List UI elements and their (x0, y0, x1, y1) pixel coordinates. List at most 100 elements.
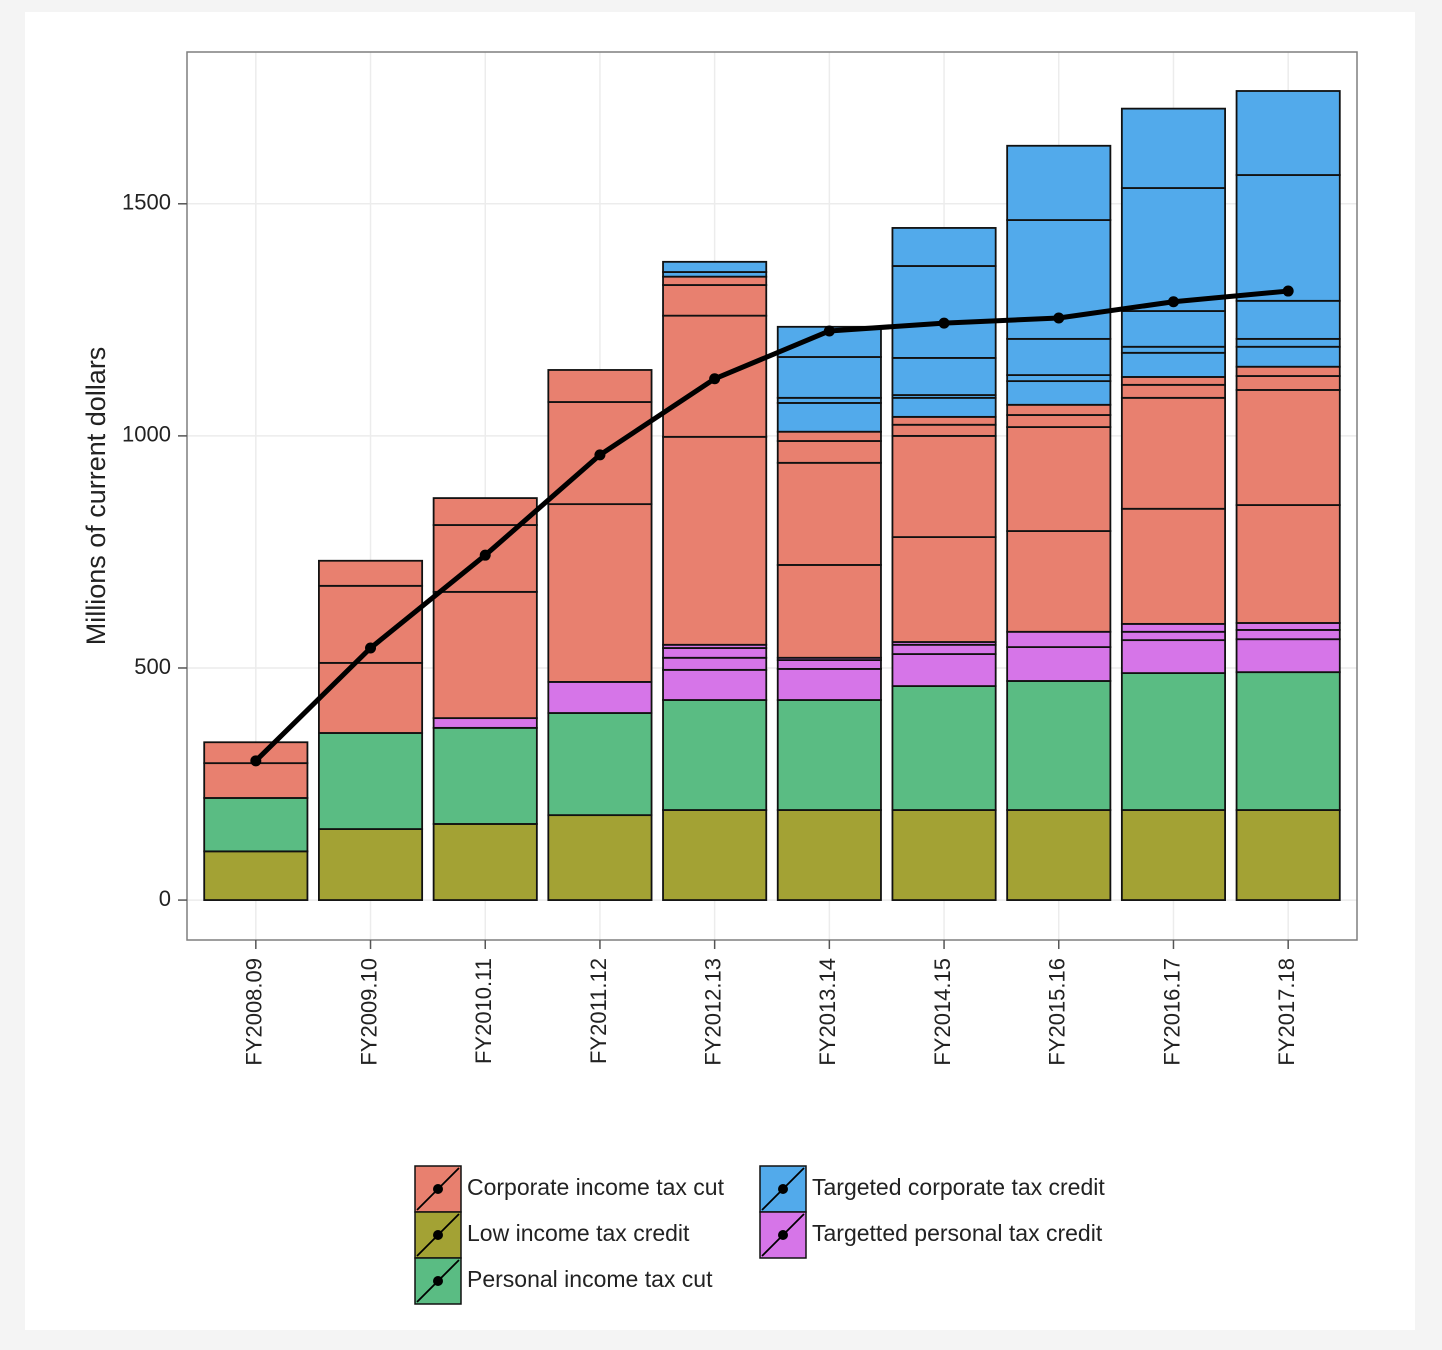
bar-segment (1006, 630, 1112, 648)
legend-key-point (433, 1276, 443, 1286)
legend-label: Targetted personal tax credit (812, 1220, 1103, 1246)
legend-key-point (433, 1230, 443, 1240)
line-point (1282, 285, 1294, 297)
bar-segment (776, 668, 882, 701)
bar-segment (318, 828, 424, 901)
bar-segment (891, 227, 997, 267)
line-point (1053, 312, 1065, 324)
x-tick-label: FY2012.13 (700, 958, 725, 1066)
bar-segment (203, 762, 309, 799)
bar-segment (432, 717, 538, 729)
legend-label: Low income tax credit (467, 1220, 690, 1246)
bar-segment (662, 284, 768, 317)
bar-segment (776, 402, 882, 433)
bar-segment (1006, 337, 1112, 376)
line-point (1167, 296, 1179, 308)
bar-segment (1006, 374, 1112, 383)
legend-label: Targeted corporate tax credit (812, 1174, 1105, 1200)
y-tick-label: 0 (159, 886, 171, 911)
bar-segment (891, 265, 997, 359)
line-point (709, 373, 721, 385)
bar-segment (547, 681, 653, 714)
bar-segment (1235, 337, 1341, 348)
line-point (823, 325, 835, 337)
bar-segment (1120, 630, 1226, 642)
line-point (479, 549, 491, 561)
bar-segment (662, 260, 768, 273)
bar-segment (1235, 375, 1341, 391)
bar-segment (891, 809, 997, 901)
bar-segment (776, 699, 882, 811)
bar-segment (1006, 646, 1112, 682)
bar-segment (776, 809, 882, 901)
bar-segment (432, 497, 538, 526)
x-tick-label: FY2015.16 (1045, 958, 1070, 1066)
bar-segment (776, 356, 882, 399)
bar-segment (318, 559, 424, 587)
bar-segment (1120, 639, 1226, 674)
line-point (250, 755, 262, 767)
bar-segment (547, 814, 653, 901)
bar-segment (1120, 507, 1226, 625)
bar-segment (662, 699, 768, 811)
y-axis-title: Millions of current dollars (81, 347, 111, 646)
bar-segment (1006, 680, 1112, 811)
bar-segment (891, 396, 997, 418)
bar-segment (891, 643, 997, 655)
x-tick-label: FY2014.15 (930, 958, 955, 1066)
bar-segment (1120, 310, 1226, 348)
bar-segment (662, 647, 768, 659)
bar-segment (1120, 396, 1226, 510)
y-tick-label: 1500 (122, 190, 171, 215)
bar-segment (432, 823, 538, 901)
bar-segment (891, 536, 997, 643)
bar-segment (891, 685, 997, 811)
bar-segment (1120, 351, 1226, 378)
bar-segment (891, 653, 997, 687)
bar-segment (1235, 174, 1341, 302)
bar-segment (1006, 530, 1112, 633)
bar-segment (662, 435, 768, 646)
bar-segment (662, 668, 768, 701)
bar-segment (1235, 671, 1341, 811)
bar-segment (891, 434, 997, 538)
plot-border (186, 51, 1358, 941)
x-tick-label: FY2009.10 (356, 958, 381, 1066)
x-tick-label: FY2008.09 (242, 958, 267, 1066)
bar-segment (1235, 622, 1341, 631)
x-tick-label: FY2017.18 (1274, 958, 1299, 1066)
line-point (594, 449, 606, 461)
bar-segment (1235, 809, 1341, 901)
bar-segment (776, 440, 882, 464)
bar-segment (318, 661, 424, 734)
bar-segment (1235, 365, 1341, 377)
bar-segment (203, 797, 309, 853)
bar-segment (776, 564, 882, 659)
bar-segment (891, 423, 997, 437)
bar-segment (662, 275, 768, 286)
bar-segment (547, 712, 653, 817)
legend-label: Personal income tax cut (467, 1266, 713, 1292)
bar-segment (1006, 380, 1112, 406)
bar-segment (891, 415, 997, 426)
bar-segment (1006, 809, 1112, 901)
bar-segment (547, 369, 653, 403)
bar-segment (1120, 107, 1226, 189)
legend-key-point (778, 1230, 788, 1240)
line-point (938, 317, 950, 329)
bar-segment (1235, 389, 1341, 506)
line-point (365, 642, 377, 654)
bar-segment (1006, 426, 1112, 532)
bar-segment (432, 590, 538, 720)
x-tick-label: FY2016.17 (1159, 958, 1184, 1066)
bar-segment (1120, 383, 1226, 399)
bar-segment (776, 659, 882, 670)
bar-segment (1006, 414, 1112, 428)
bar-segment (1235, 90, 1341, 176)
bar-segment (432, 726, 538, 825)
bar-segment (662, 656, 768, 671)
total-line (254, 288, 1289, 763)
bar-segment (547, 503, 653, 683)
x-tick-label: FY2013.14 (815, 958, 840, 1066)
